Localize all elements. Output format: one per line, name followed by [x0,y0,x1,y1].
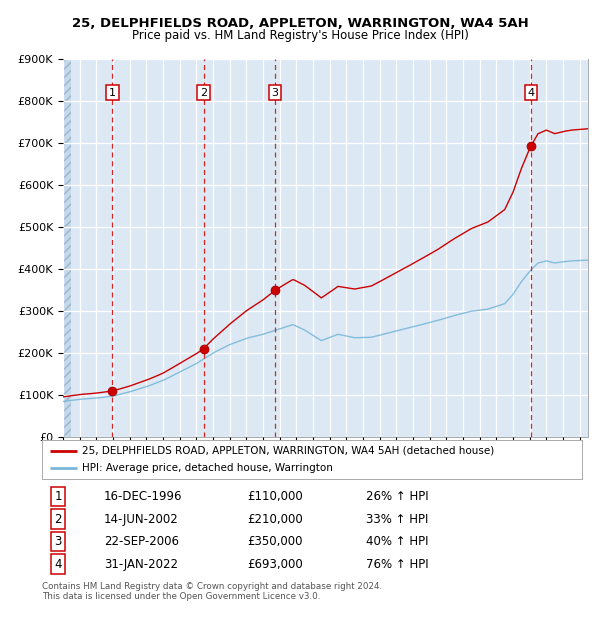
Text: 1: 1 [109,87,116,97]
Text: 2: 2 [200,87,208,97]
Text: Contains HM Land Registry data © Crown copyright and database right 2024.
This d: Contains HM Land Registry data © Crown c… [42,582,382,601]
Text: 14-JUN-2002: 14-JUN-2002 [104,513,179,526]
Text: 16-DEC-1996: 16-DEC-1996 [104,490,182,503]
Text: £350,000: £350,000 [247,535,303,548]
Bar [63,50,71,437]
Text: 31-JAN-2022: 31-JAN-2022 [104,557,178,570]
Text: £210,000: £210,000 [247,513,303,526]
Text: 26% ↑ HPI: 26% ↑ HPI [366,490,428,503]
Text: 4: 4 [527,87,535,97]
Text: 25, DELPHFIELDS ROAD, APPLETON, WARRINGTON, WA4 5AH (detached house): 25, DELPHFIELDS ROAD, APPLETON, WARRINGT… [83,446,495,456]
Text: 2: 2 [55,513,62,526]
Text: 25, DELPHFIELDS ROAD, APPLETON, WARRINGTON, WA4 5AH: 25, DELPHFIELDS ROAD, APPLETON, WARRINGT… [71,17,529,30]
Text: £693,000: £693,000 [247,557,303,570]
Text: 40% ↑ HPI: 40% ↑ HPI [366,535,428,548]
Text: 33% ↑ HPI: 33% ↑ HPI [366,513,428,526]
Text: 3: 3 [55,535,62,548]
Text: 1: 1 [55,490,62,503]
Text: Price paid vs. HM Land Registry's House Price Index (HPI): Price paid vs. HM Land Registry's House … [131,29,469,42]
Text: HPI: Average price, detached house, Warrington: HPI: Average price, detached house, Warr… [83,463,334,473]
Text: 3: 3 [271,87,278,97]
Text: 22-SEP-2006: 22-SEP-2006 [104,535,179,548]
Text: 76% ↑ HPI: 76% ↑ HPI [366,557,428,570]
Text: £110,000: £110,000 [247,490,303,503]
Text: 4: 4 [55,557,62,570]
